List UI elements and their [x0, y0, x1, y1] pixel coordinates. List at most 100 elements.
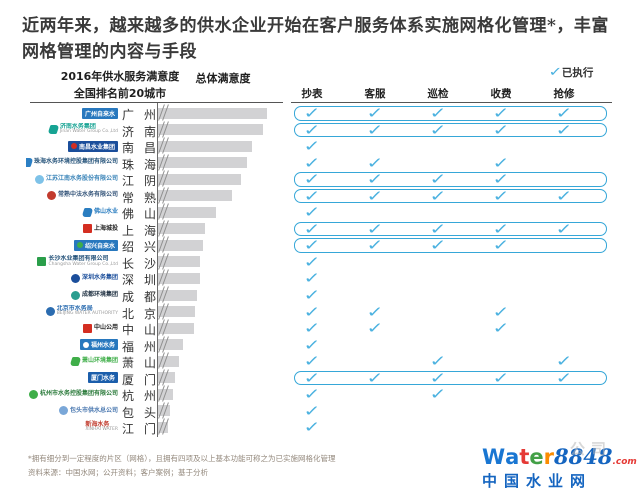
city-name: 北京	[122, 306, 156, 321]
logo-subtext: XINHAI WATER	[85, 427, 118, 433]
check-cells: ✓	[293, 336, 612, 354]
logo-text: 萧山环境集团	[81, 356, 118, 364]
watermark-word: Water	[482, 445, 554, 469]
axis-break-icon	[159, 155, 168, 171]
check-icon: ✓	[429, 120, 447, 139]
logo-text: 新海水务	[85, 420, 110, 428]
matrix-column-header: 抢修	[553, 88, 575, 100]
check-cells: ✓ ✓ ✓ ✓ ✓	[293, 219, 612, 238]
axis-break-icon	[159, 105, 168, 121]
logo-mark-icon	[45, 307, 55, 317]
check-icon: ✓	[366, 186, 384, 205]
satisfaction-bar	[158, 239, 203, 251]
city-name: 常熟	[122, 190, 156, 205]
city-row: 长沙水业集团有限公司 Changsha Water Group Co.,Ltd 长…	[0, 253, 638, 271]
logo-mark-icon	[46, 191, 56, 201]
satisfaction-bar	[158, 173, 241, 185]
axis-break-icon	[159, 221, 168, 237]
logo-text-block: 佛山水业	[93, 207, 118, 216]
check-icon: ✓	[366, 236, 384, 255]
matrix-column-header: 客服	[364, 88, 386, 100]
city-name: 长沙	[122, 256, 156, 271]
company-logo: 广州自来水	[26, 106, 118, 120]
city-row: 南昌水业集团 南昌 ✓	[0, 137, 638, 156]
check-cells: ✓ ✓ ✓	[293, 352, 612, 371]
check-icon: ✓	[555, 104, 573, 122]
watermark-ghost-text: 公司	[569, 440, 612, 458]
all-executed-box	[294, 122, 607, 138]
watermark-logo: Water8848.com	[482, 445, 637, 469]
bar-column-header: 总体满意度	[195, 72, 251, 85]
logo-mark-icon	[58, 406, 68, 416]
axis-break-icon	[159, 320, 168, 336]
logo-text: 南昌水业集团	[78, 143, 115, 151]
check-icon: ✓	[429, 385, 447, 404]
check-icon: ✓	[366, 120, 384, 139]
check-icon: ✓	[366, 302, 384, 321]
footnote-line1: *拥有细分到一定程度的片区（网格），且拥有四项及以上基本功能可称之为已实施网格化…	[28, 454, 336, 463]
header-divider-right	[291, 102, 612, 103]
check-icon: ✓	[429, 104, 447, 122]
check-icon: ✓	[303, 385, 321, 404]
city-row: 福州水务 福州 ✓	[0, 336, 638, 354]
chart-left-header: 2016年供水服务满意度 全国排名前20城市	[30, 69, 210, 102]
check-cells: ✓ ✓ ✓ ✓ ✓	[293, 104, 612, 122]
logo-text-block: 中山公用	[94, 324, 118, 332]
logo-text-block: 成都环境集团	[82, 291, 118, 299]
company-logo: 中山公用	[26, 321, 118, 335]
header-divider-left	[30, 102, 283, 103]
watermark-letter: t	[519, 445, 530, 469]
logo-text-block: 常熟中法水务有限公司	[58, 192, 118, 199]
check-icon: ✓	[555, 186, 573, 205]
logo-text: 江苏江南水务股份有限公司	[45, 174, 118, 182]
city-row: 江苏江南水务股份有限公司 江阴 ✓ ✓ ✓ ✓	[0, 170, 638, 189]
company-logo: 绍兴自来水	[26, 238, 118, 252]
check-icon: ✓	[303, 368, 321, 387]
axis-break-icon	[159, 188, 168, 204]
logo-box: 厦门水务	[87, 372, 118, 384]
logo-text: 佛山水业	[93, 207, 118, 215]
check-icon: ✓	[555, 219, 573, 238]
check-icon: ✓	[492, 319, 510, 338]
satisfaction-bar	[158, 107, 267, 119]
satisfaction-bar	[158, 157, 247, 169]
check-icon: ✓	[303, 418, 321, 437]
check-icon: ✓	[303, 236, 321, 255]
city-row: 新海水务 XINHAI WATER 江门 ✓	[0, 418, 638, 437]
logo-text: 珠海水务环境控股集团有限公司	[33, 158, 118, 166]
satisfaction-bar	[158, 289, 197, 301]
logo-text-block: 北京市水务局 BEIJING WATER AUTHORITY	[57, 305, 118, 318]
satisfaction-bar	[158, 272, 200, 284]
axis-break-icon	[159, 370, 168, 386]
axis-break-icon	[159, 353, 168, 369]
city-name: 深圳	[122, 273, 156, 288]
watermark-letter: r	[543, 445, 554, 469]
logo-text: 深圳水务集团	[81, 274, 118, 282]
check-icon: ✓	[492, 236, 510, 255]
city-name: 绍兴	[122, 240, 156, 255]
city-row: 杭州市水务控股集团有限公司 杭州 ✓ ✓	[0, 385, 638, 404]
satisfaction-bar	[158, 190, 232, 202]
check-icon: ✓	[366, 368, 384, 387]
company-logo: 成都环境集团	[26, 288, 118, 302]
check-icon: ✓	[429, 236, 447, 255]
axis-break-icon	[159, 237, 168, 253]
satisfaction-bar	[158, 223, 205, 235]
company-logo: 上海城投	[26, 222, 118, 236]
logo-text-block: 新海水务 XINHAI WATER	[85, 420, 118, 434]
all-executed-box	[294, 188, 607, 204]
city-row: 萧山环境集团 萧山 ✓ ✓ ✓	[0, 352, 638, 371]
check-icon: ✓	[303, 137, 321, 156]
logo-mark-icon	[47, 125, 60, 135]
check-icon: ✓	[303, 170, 321, 189]
matrix-column-header: 收费	[490, 88, 512, 100]
axis-break-icon	[159, 270, 168, 286]
satisfaction-bar	[158, 306, 195, 318]
axis-break-icon	[159, 419, 168, 435]
check-icon: ✓	[366, 170, 384, 189]
logo-text: 福州水务	[90, 342, 115, 350]
check-icon: ✓	[303, 401, 321, 420]
check-icon: ✓	[555, 120, 573, 139]
check-icon: ✓	[555, 352, 573, 371]
